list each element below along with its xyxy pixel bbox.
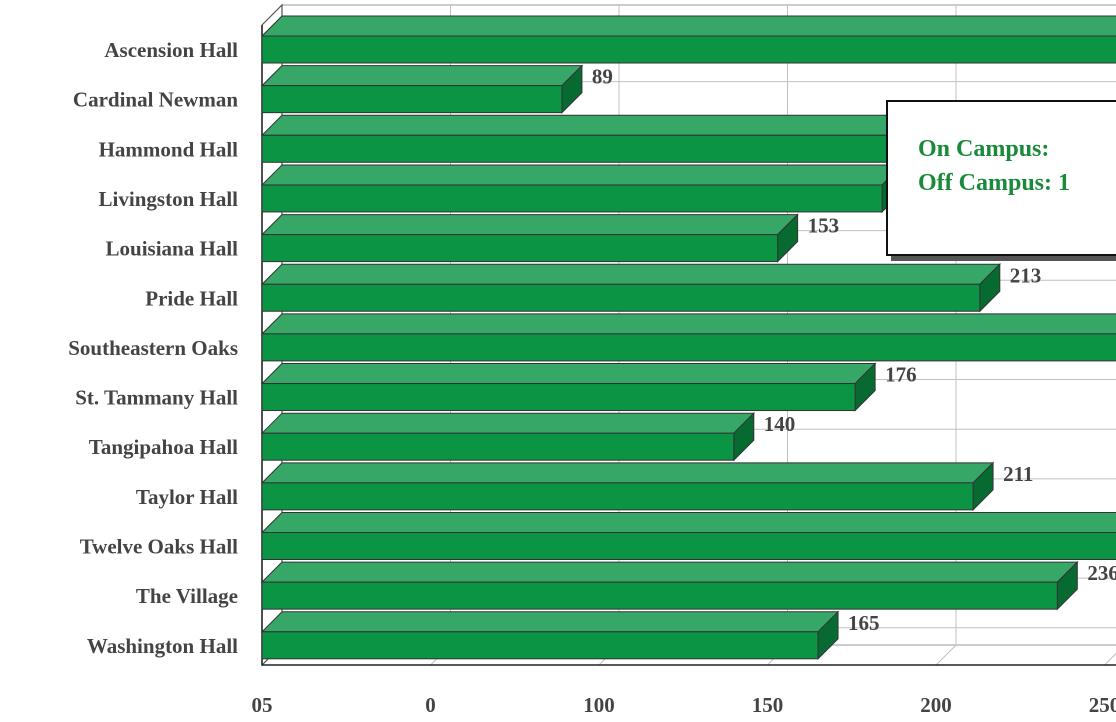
value-label: 140 bbox=[764, 412, 796, 436]
category-label: Southeastern Oaks bbox=[68, 336, 238, 360]
x-tick-label: 150 bbox=[752, 693, 784, 717]
bar-top-face bbox=[260, 214, 799, 236]
gridline-floor bbox=[935, 644, 957, 666]
bar-front-face bbox=[261, 581, 1058, 610]
bar-top-face bbox=[260, 164, 904, 186]
bar bbox=[260, 560, 1079, 611]
bar bbox=[260, 411, 756, 462]
bar-front-face bbox=[261, 134, 920, 163]
bar-top-face bbox=[260, 114, 941, 136]
category-label: Louisiana Hall bbox=[106, 237, 239, 261]
bar-top-face bbox=[260, 412, 756, 434]
bar bbox=[260, 263, 1002, 313]
category-label: Pride Hall bbox=[145, 286, 238, 310]
bar-top-face bbox=[260, 65, 584, 87]
category-label: The Village bbox=[136, 584, 238, 608]
category-label: Taylor Hall bbox=[136, 485, 238, 509]
value-label: 211 bbox=[1003, 462, 1033, 486]
bar-top-face bbox=[260, 313, 1116, 335]
bar bbox=[260, 313, 1116, 362]
x-tick-labels: 050100150200250300350 bbox=[252, 693, 1116, 717]
value-label: 213 bbox=[1010, 263, 1042, 287]
bar-front-face bbox=[261, 532, 1116, 560]
bar bbox=[260, 114, 941, 164]
x-tick-label: 100 bbox=[583, 693, 615, 717]
category-label: Tangipahoa Hall bbox=[89, 435, 238, 459]
category-label: St. Tammany Hall bbox=[75, 386, 238, 410]
value-label: 165 bbox=[848, 611, 880, 635]
x-tick-label: 250 bbox=[1089, 693, 1116, 717]
bar-top-face bbox=[260, 462, 995, 484]
value-label: 89 bbox=[592, 65, 613, 89]
bar bbox=[260, 362, 877, 412]
value-label: 236 bbox=[1087, 561, 1116, 585]
bar-front-face bbox=[261, 283, 981, 312]
category-label: Twelve Oaks Hall bbox=[80, 535, 238, 559]
value-label: 153 bbox=[808, 214, 840, 238]
bar bbox=[260, 213, 799, 263]
bar bbox=[260, 512, 1116, 560]
bar bbox=[260, 15, 1116, 64]
x-tick-label: 0 bbox=[425, 693, 436, 717]
bar-front-face bbox=[261, 234, 779, 263]
bar-front-face bbox=[261, 85, 563, 114]
bar bbox=[260, 163, 904, 214]
chart-bars bbox=[260, 15, 1116, 661]
bar-front-face bbox=[261, 333, 1116, 362]
bar-front-face bbox=[261, 35, 1116, 64]
bar-top-face bbox=[260, 15, 1116, 37]
bar-top-face bbox=[260, 363, 877, 385]
category-label: Livingston Hall bbox=[99, 187, 239, 211]
bar-top-face bbox=[260, 512, 1116, 533]
gridline-floor bbox=[1104, 652, 1116, 666]
bar-top-face bbox=[260, 611, 840, 633]
bar-front-face bbox=[261, 631, 819, 660]
on-campus-label: On Campus: bbox=[918, 136, 1050, 162]
bar-top-face bbox=[260, 263, 1002, 285]
bar bbox=[260, 610, 840, 661]
category-label: Washington Hall bbox=[87, 634, 238, 658]
bar bbox=[260, 461, 995, 512]
category-label: Hammond Hall bbox=[99, 137, 239, 161]
bar-front-face bbox=[261, 383, 856, 412]
bar-front-face bbox=[261, 482, 974, 511]
bar bbox=[260, 64, 584, 114]
category-label: Ascension Hall bbox=[104, 38, 238, 62]
bar-front-face bbox=[261, 432, 735, 461]
campus-legend-box: On Campus: Off Campus: 1 bbox=[886, 100, 1116, 256]
x-tick-label: 200 bbox=[920, 693, 952, 717]
value-label: 176 bbox=[885, 363, 917, 387]
off-campus-label: Off Campus: 1 bbox=[918, 170, 1071, 196]
category-labels: Ascension Hall Cardinal Newman Hammond Hal… bbox=[68, 38, 238, 658]
bar-top-face bbox=[260, 561, 1079, 583]
x-tick-label: 05 bbox=[252, 693, 273, 717]
category-label: Cardinal Newman bbox=[73, 88, 238, 112]
bar-front-face bbox=[261, 184, 883, 213]
